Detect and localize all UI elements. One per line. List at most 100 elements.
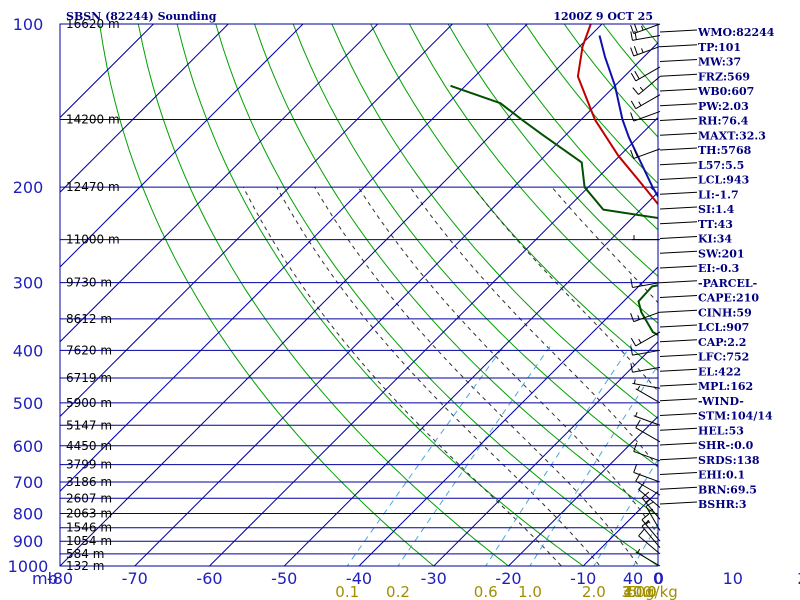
index-leader-line xyxy=(659,191,698,195)
temperature-tick-label: 0 xyxy=(653,569,663,588)
pressure-tick-label: 200 xyxy=(13,178,44,197)
observation-time: 1200Z 9 OCT 25 xyxy=(553,10,653,23)
isotherm xyxy=(283,191,658,566)
pressure-tick-label: 700 xyxy=(13,473,44,492)
wind-barb xyxy=(630,66,661,82)
index-leader-line xyxy=(659,368,698,372)
wind-barb xyxy=(635,548,661,567)
temperature-axis: -80-70-60-50-40-30-20-100102030400 xyxy=(47,569,800,588)
index-row: BRN:69.5 xyxy=(698,483,757,496)
index-leader-line xyxy=(659,309,698,313)
index-row: WB0:607 xyxy=(697,85,754,98)
isotherm xyxy=(60,24,379,343)
index-leader-line xyxy=(659,44,698,48)
index-row: MAXT:32.3 xyxy=(698,129,766,142)
wind-barb xyxy=(632,379,661,389)
isotherm xyxy=(60,24,229,193)
wind-barb xyxy=(632,235,660,241)
isotherm xyxy=(433,341,658,566)
index-leader-line xyxy=(659,236,698,239)
index-leader-line xyxy=(659,457,698,461)
wind-barb xyxy=(630,94,661,110)
wind-barb xyxy=(630,110,661,122)
height-label: 9730 m xyxy=(66,276,112,290)
pressure-tick-label: 300 xyxy=(13,274,44,293)
mixing-ratio-tick-label: 2.0 xyxy=(582,583,606,600)
height-label: 5900 m xyxy=(66,396,112,410)
temperature-tick-label: 20 xyxy=(797,569,800,588)
mixing-ratio-tick-label: 0.6 xyxy=(474,583,498,600)
index-row: PW:2.03 xyxy=(698,100,749,113)
index-leader-line xyxy=(659,280,698,284)
wind-barb xyxy=(641,491,661,520)
isotherm xyxy=(508,415,658,566)
wind-barb xyxy=(630,278,661,288)
index-leader-line xyxy=(659,383,698,387)
isotherm xyxy=(60,24,154,119)
wind-barbs xyxy=(630,23,661,567)
index-row: -WIND- xyxy=(698,395,744,408)
index-row: CAP:2.2 xyxy=(698,336,746,349)
temperature-tick-label: -70 xyxy=(122,569,148,588)
index-row: SI:1.4 xyxy=(698,203,735,216)
wind-barb xyxy=(630,45,661,57)
index-leader-line xyxy=(659,427,698,431)
index-leader-line xyxy=(659,29,698,33)
wind-barb xyxy=(635,385,661,404)
isotherm xyxy=(209,116,658,566)
temperature-profile xyxy=(576,24,658,206)
index-leader-line xyxy=(659,147,698,151)
x-axis-unit-label: mb xyxy=(32,569,58,588)
index-row: EL:422 xyxy=(698,365,741,378)
moist-adiabat xyxy=(409,186,658,469)
index-row: MW:37 xyxy=(698,56,741,69)
height-label: 4450 m xyxy=(66,439,112,453)
index-leader-line xyxy=(659,221,698,225)
pressure-tick-label: 100 xyxy=(13,15,44,34)
index-row: LCL:907 xyxy=(698,321,749,334)
mixing-ratio-tick-label: 3.0 xyxy=(622,583,646,600)
index-leader-line xyxy=(659,250,698,254)
wind-barb xyxy=(638,528,661,555)
temperature-tick-label: 40 xyxy=(623,569,643,588)
index-row: EI:-0.3 xyxy=(698,262,739,275)
index-leader-line xyxy=(659,162,698,166)
moist-adiabat xyxy=(276,186,601,566)
index-row: EHI:0.1 xyxy=(698,469,745,482)
wind-barb xyxy=(638,482,661,508)
moist-adiabat xyxy=(472,186,658,392)
index-leader-line xyxy=(659,73,698,77)
temperature-tick-label: 10 xyxy=(723,569,743,588)
isotherm xyxy=(134,42,658,566)
wind-barb xyxy=(635,473,661,496)
temperature-tick-label: -80 xyxy=(47,569,73,588)
station-title: SBSN (82244) Sounding xyxy=(66,10,217,23)
temperature-tick-label: -30 xyxy=(421,569,447,588)
index-row: HEL:53 xyxy=(698,424,744,437)
index-leader-line xyxy=(659,354,698,357)
wind-barb xyxy=(630,30,661,41)
mixing-ratio-tick-label: 10.0 xyxy=(623,583,656,600)
pressure-tick-label: 900 xyxy=(13,532,44,551)
height-label: 7620 m xyxy=(66,343,112,357)
index-row: STM:104/14 xyxy=(698,410,773,423)
index-leader-line xyxy=(659,118,698,121)
index-row: SHR-:0.0 xyxy=(698,439,754,452)
height-label: 11000 m xyxy=(66,233,120,247)
index-leader-line xyxy=(659,472,698,475)
mixing-ratio-line xyxy=(529,364,658,566)
mixing-ratio-tick-label: 40.0 xyxy=(623,583,656,600)
mixing-ratio-tick-label: 0.1 xyxy=(335,583,359,600)
isotherm xyxy=(60,24,603,566)
mixing-ratio-axis: 0.1 0.2 0.6 1.0 2.0 3.05.010.020.040.0g/kg xyxy=(335,583,678,600)
index-leader-line xyxy=(659,88,698,92)
temperature-tick-label: -20 xyxy=(495,569,521,588)
index-row: BSHR:3 xyxy=(698,498,747,511)
wind-barb xyxy=(630,311,661,323)
mixing-ratio-tick-label: 20.0 xyxy=(623,583,656,600)
temperature-tick-label: -60 xyxy=(196,569,222,588)
index-leader-line xyxy=(659,501,698,505)
isotherms xyxy=(60,24,658,566)
wind-barb xyxy=(630,363,661,373)
